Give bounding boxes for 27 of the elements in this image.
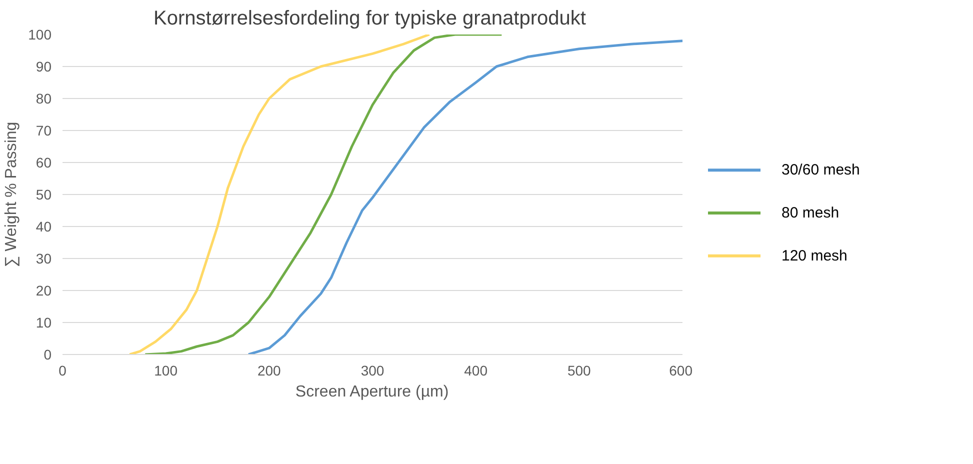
y-tick-label: 70 bbox=[36, 122, 52, 138]
y-tick-label: 60 bbox=[36, 154, 52, 170]
x-tick-label: 200 bbox=[257, 362, 282, 378]
x-tick-label: 500 bbox=[567, 362, 592, 378]
y-tick-label: 80 bbox=[36, 90, 52, 106]
y-tick-label: 10 bbox=[36, 314, 52, 330]
chart-title: Kornstørrelsesfordeling for typiske granatprodukt bbox=[154, 8, 586, 30]
y-tick-label: 100 bbox=[28, 26, 52, 42]
legend-label: 120 mesh bbox=[782, 247, 848, 264]
x-tick-label: 600 bbox=[669, 362, 693, 378]
x-tick-label: 300 bbox=[360, 362, 384, 378]
x-tick-label: 0 bbox=[58, 362, 67, 378]
y-tick-label: 90 bbox=[36, 58, 52, 74]
y-tick-label: 20 bbox=[36, 282, 52, 298]
y-axis-title: ∑ Weight % Passing bbox=[3, 122, 20, 268]
legend-label: 30/60 mesh bbox=[782, 162, 860, 179]
y-tick-label: 0 bbox=[44, 346, 52, 362]
x-tick-label: 100 bbox=[154, 362, 178, 378]
y-tick-label: 40 bbox=[36, 218, 52, 234]
line-series bbox=[128, 34, 431, 354]
x-axis-title: Screen Aperture (µm) bbox=[295, 384, 449, 400]
y-tick-label: 50 bbox=[36, 186, 52, 202]
legend-label: 80 mesh bbox=[782, 204, 840, 222]
y-tick-label: 30 bbox=[36, 250, 52, 266]
line-series bbox=[247, 40, 682, 354]
line-series bbox=[144, 34, 503, 354]
x-tick-label: 400 bbox=[464, 362, 488, 378]
